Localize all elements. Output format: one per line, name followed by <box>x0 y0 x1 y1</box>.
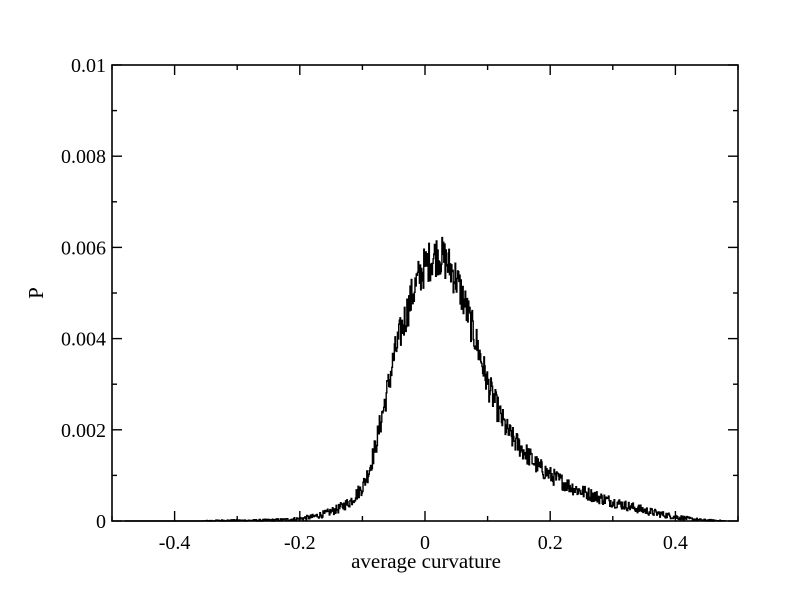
series-line <box>124 236 727 522</box>
y-axis-ticks: 0 0.002 0.004 0.006 0.008 0.01 <box>61 55 738 533</box>
y-tick-label: 0.002 <box>61 420 106 442</box>
y-tick-label: 0.01 <box>71 55 106 77</box>
x-axis-ticks: -0.4 -0.2 0 0.2 0.4 <box>111 65 739 554</box>
y-tick-label: 0.004 <box>61 329 106 351</box>
plot-frame <box>111 64 739 522</box>
y-tick-label: 0.008 <box>61 146 106 168</box>
x-tick-label: 0.2 <box>538 532 563 554</box>
x-tick-label: -0.4 <box>159 532 191 554</box>
y-axis-title: P <box>24 287 48 299</box>
x-tick-label: 0 <box>420 532 430 554</box>
x-axis-title: average curvature <box>351 549 501 573</box>
y-tick-label: 0.006 <box>61 237 106 259</box>
y-tick-label: 0 <box>96 511 106 533</box>
x-tick-label: 0.4 <box>663 532 688 554</box>
x-tick-label: -0.2 <box>284 532 316 554</box>
